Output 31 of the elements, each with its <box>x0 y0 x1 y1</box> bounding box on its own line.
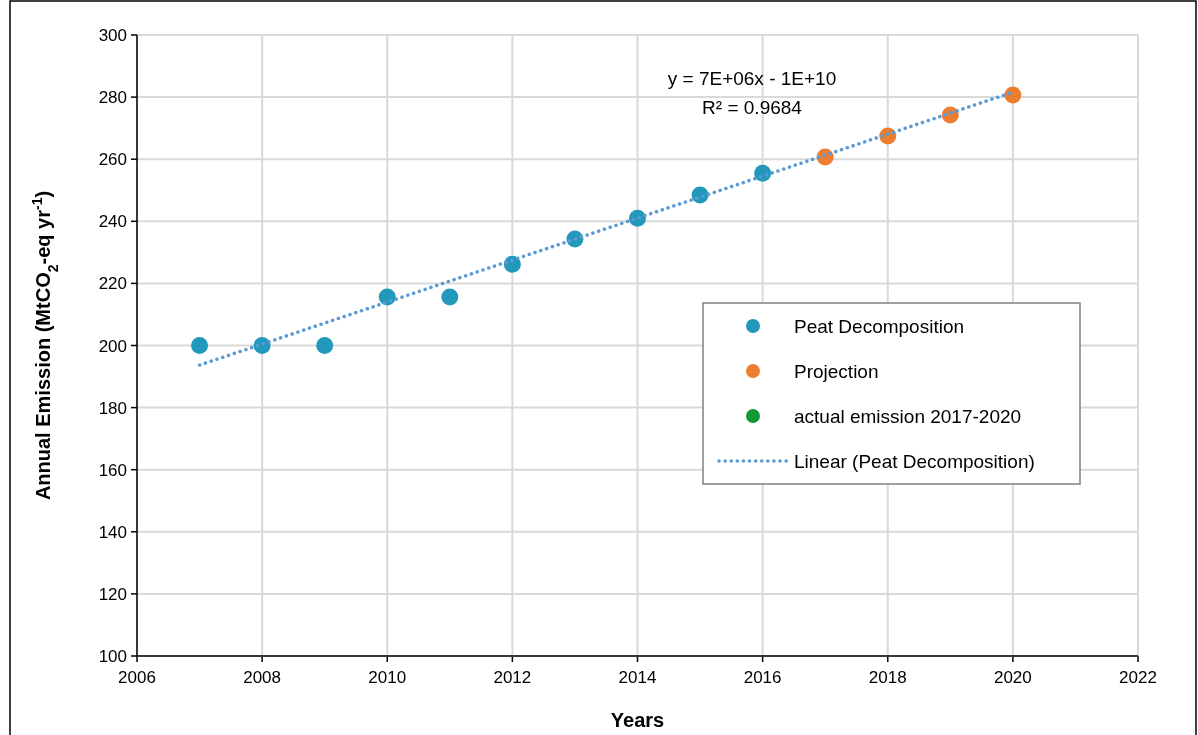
annotation: y = 7E+06x - 1E+10 <box>667 68 837 89</box>
x-tick-label: 2014 <box>618 668 657 687</box>
x-tick-label: 2006 <box>118 668 156 687</box>
legend-label: Linear (Peat Decomposition) <box>794 451 1035 472</box>
legend-label: actual emission 2017-2020 <box>794 406 1022 427</box>
annotation: R² = 0.9684 <box>702 97 803 118</box>
y-tick-label: 200 <box>98 336 127 356</box>
point <box>191 337 209 354</box>
y-tick-label: 160 <box>98 460 127 480</box>
point <box>1004 86 1022 104</box>
y-tick-label: 100 <box>98 647 127 666</box>
y-tick-label: 140 <box>98 522 127 542</box>
point <box>441 288 459 306</box>
y-tick-label: 120 <box>98 584 127 604</box>
legend-label: Projection <box>794 361 879 382</box>
point <box>316 337 334 354</box>
x-axis-title: Years <box>610 709 665 731</box>
x-tick-label: 2010 <box>368 668 407 687</box>
x-tick-label: 2020 <box>993 668 1032 687</box>
x-tick-label: 2018 <box>868 668 907 687</box>
y-tick-label: 260 <box>98 150 127 170</box>
x-tick-label: 2008 <box>243 668 282 687</box>
x-tick-label: 2012 <box>493 668 532 687</box>
y-tick-label: 180 <box>98 398 127 418</box>
y-tick-label: 220 <box>98 274 127 294</box>
x-tick-label: 2022 <box>1119 668 1157 687</box>
x-tick-label: 2016 <box>743 668 782 687</box>
y-tick-label: 300 <box>98 26 127 45</box>
y-tick-label: 240 <box>98 212 127 232</box>
legend-label: Peat Decomposition <box>794 316 965 337</box>
y-tick-label: 280 <box>98 88 127 108</box>
